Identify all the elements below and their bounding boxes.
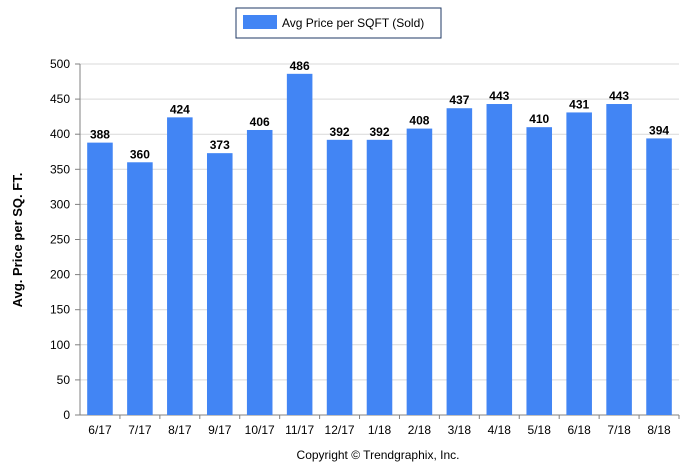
bar-value-label: 424 — [170, 102, 190, 116]
x-tick-label: 7/17 — [128, 423, 152, 437]
y-axis-label: Avg. Price per SQ. FT. — [10, 173, 25, 308]
bar-value-label: 408 — [409, 114, 429, 128]
x-tick-label: 7/18 — [607, 423, 631, 437]
bar-value-label: 394 — [649, 123, 669, 137]
bar-value-label: 406 — [250, 115, 270, 129]
y-tick-label: 0 — [63, 408, 70, 422]
bar — [127, 162, 153, 415]
y-tick-label: 350 — [50, 162, 70, 176]
bar-value-label: 410 — [529, 112, 549, 126]
bar-value-label: 431 — [569, 97, 589, 111]
y-tick-label: 500 — [50, 57, 70, 71]
x-tick-label: 5/18 — [528, 423, 552, 437]
bar-value-label: 437 — [449, 93, 469, 107]
bar — [646, 138, 672, 416]
y-tick-label: 100 — [50, 338, 70, 352]
y-tick-label: 200 — [50, 268, 70, 282]
bar — [446, 108, 473, 415]
y-tick-labels: 0 50 100 150 200 250 300 350 400 450 500 — [50, 57, 70, 422]
x-tick-labels: 6/17 7/17 8/17 9/17 10/17 11/17 12/17 1/18 2/18 3… — [88, 423, 671, 437]
legend-swatch — [243, 15, 277, 29]
bar-value-label: 373 — [210, 138, 230, 152]
x-tick-label: 8/18 — [647, 423, 671, 437]
bar-value-label: 443 — [609, 89, 629, 103]
bar — [406, 128, 433, 416]
legend-entry: Avg Price per SQFT (Sold) — [282, 16, 424, 30]
bar-value-label: 486 — [290, 59, 310, 73]
x-tick-label: 10/17 — [245, 423, 275, 437]
legend: Avg Price per SQFT (Sold) — [235, 7, 442, 39]
bar-value-label: 360 — [130, 147, 150, 161]
x-tick-label: 3/18 — [448, 423, 472, 437]
bar — [246, 129, 273, 415]
x-tick-label: 12/17 — [325, 423, 355, 437]
bars — [87, 73, 672, 416]
bar — [87, 142, 113, 415]
x-tick-label: 11/17 — [285, 423, 314, 437]
bar — [526, 127, 553, 416]
bar-value-label: 388 — [90, 128, 110, 142]
x-tick-label: 6/18 — [567, 423, 591, 437]
x-tick-label: 8/17 — [168, 423, 192, 437]
y-tick-label: 150 — [50, 303, 70, 317]
x-tick-label: 4/18 — [488, 423, 512, 437]
x-tick-label: 2/18 — [408, 423, 432, 437]
x-tick-label: 6/17 — [88, 423, 112, 437]
copyright-text: Copyright © Trendgraphix, Inc. — [297, 448, 460, 462]
bar — [566, 112, 592, 416]
value-labels: 388 360 424 373 406 486 392 392 408 437 443 410 431 4… — [90, 59, 669, 161]
bar-value-label: 443 — [489, 89, 509, 103]
bar-value-label: 392 — [369, 125, 389, 139]
x-tick-label: 9/17 — [208, 423, 232, 437]
bar-value-label: 392 — [330, 125, 350, 139]
y-tick-label: 400 — [50, 127, 70, 141]
y-tick-label: 250 — [50, 233, 70, 247]
y-tick-label: 50 — [57, 373, 71, 387]
y-tick-label: 300 — [50, 197, 70, 211]
x-tick-label: 1/18 — [368, 423, 392, 437]
bar — [366, 139, 393, 416]
bar — [486, 104, 513, 415]
bar — [167, 117, 193, 416]
bar — [326, 139, 353, 416]
bar — [206, 153, 233, 416]
bar — [286, 73, 313, 415]
y-tick-label: 450 — [50, 92, 70, 106]
bar — [606, 104, 632, 415]
